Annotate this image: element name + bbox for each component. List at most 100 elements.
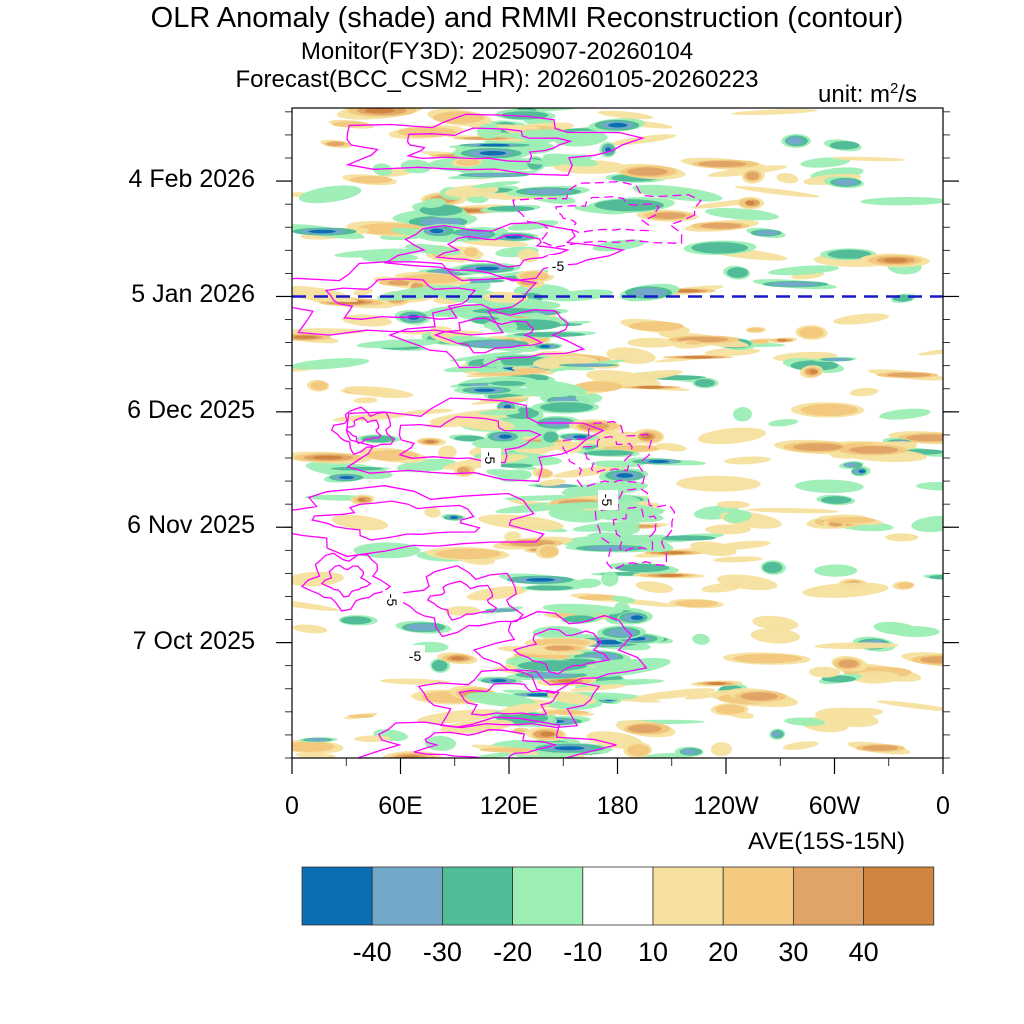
olr-anomaly-core bbox=[331, 121, 368, 128]
olr-anomaly-core bbox=[361, 435, 396, 443]
olr-anomaly-blob bbox=[606, 347, 656, 364]
olr-anomaly-core bbox=[536, 469, 553, 478]
olr-anomaly-blob bbox=[292, 358, 370, 370]
contour-label: -5 bbox=[383, 590, 403, 610]
olr-anomaly-core bbox=[786, 137, 803, 145]
rmmi-contour-line bbox=[330, 406, 395, 456]
contour-label-text: -5 bbox=[482, 452, 498, 465]
olr-anomaly-core bbox=[420, 217, 463, 227]
rmmi-contour-line bbox=[346, 397, 605, 482]
olr-anomaly-core bbox=[770, 281, 818, 287]
colorbar-swatch bbox=[793, 866, 865, 926]
y-tick-label: 5 Jan 2026 bbox=[131, 280, 255, 309]
contour-label-text: -5 bbox=[599, 494, 615, 507]
olr-anomaly-core bbox=[519, 271, 550, 281]
olr-anomaly-blob bbox=[497, 469, 533, 483]
olr-anomaly-core bbox=[563, 615, 596, 623]
colorbar-swatch bbox=[863, 866, 935, 926]
rmmi-contour-line bbox=[324, 278, 477, 320]
unit-suffix: /s bbox=[898, 81, 918, 108]
olr-anomaly-blob bbox=[601, 571, 619, 587]
olr-anomaly-core bbox=[700, 222, 743, 229]
olr-anomaly-blob bbox=[332, 413, 408, 422]
olr-anomaly-core bbox=[906, 434, 943, 442]
contour-label-text: -5 bbox=[384, 594, 400, 607]
olr-anomaly-core bbox=[755, 230, 779, 236]
x-average-note: AVE(15S-15N) bbox=[748, 828, 905, 855]
olr-anomaly-blob bbox=[421, 198, 446, 209]
olr-anomaly-blob bbox=[876, 700, 943, 712]
olr-anomaly-core bbox=[308, 229, 337, 234]
rmmi-contour-line bbox=[594, 487, 676, 571]
olr-anomaly-core bbox=[545, 645, 575, 651]
olr-anomaly-shading bbox=[292, 108, 943, 758]
olr-anomaly-core bbox=[487, 206, 535, 212]
olr-anomaly-blob bbox=[500, 703, 544, 715]
olr-anomaly-blob bbox=[814, 564, 858, 577]
olr-anomaly-core bbox=[504, 235, 523, 239]
rmmi-contour-line bbox=[555, 195, 661, 234]
olr-anomaly-blob bbox=[591, 460, 644, 468]
olr-anomaly-core bbox=[490, 380, 526, 386]
olr-anomaly-core bbox=[496, 463, 534, 468]
colorbar-swatch bbox=[582, 866, 654, 926]
olr-anomaly-core bbox=[762, 562, 783, 574]
contour-label: -5 bbox=[481, 448, 501, 468]
olr-anomaly-core bbox=[554, 746, 585, 751]
olr-anomaly-core bbox=[455, 158, 480, 166]
olr-anomaly-blob bbox=[547, 691, 596, 705]
olr-anomaly-blob bbox=[575, 578, 602, 589]
olr-anomaly-core bbox=[340, 616, 372, 625]
y-tick-label: 6 Nov 2025 bbox=[127, 511, 255, 540]
olr-anomaly-core bbox=[593, 640, 624, 645]
olr-anomaly-core bbox=[627, 167, 668, 176]
olr-anomaly-blob bbox=[400, 159, 432, 174]
olr-anomaly-blob bbox=[292, 624, 328, 634]
olr-anomaly-blob bbox=[586, 731, 643, 749]
olr-anomaly-core bbox=[326, 141, 345, 146]
rmmi-contour-line bbox=[612, 506, 658, 553]
olr-anomaly-blob bbox=[592, 239, 646, 252]
olr-anomaly-core bbox=[896, 582, 914, 589]
olr-anomaly-blob bbox=[831, 156, 906, 162]
olr-anomaly-blob bbox=[353, 397, 378, 404]
olr-anomaly-blob bbox=[597, 110, 653, 120]
olr-anomaly-blob bbox=[521, 379, 587, 396]
olr-anomaly-blob bbox=[295, 752, 336, 758]
olr-anomaly-core bbox=[479, 398, 528, 402]
olr-anomaly-blob bbox=[583, 658, 671, 678]
olr-anomaly-blob bbox=[507, 220, 559, 231]
olr-anomaly-blob bbox=[814, 642, 900, 650]
olr-anomaly-blob bbox=[561, 481, 648, 497]
olr-anomaly-core bbox=[809, 369, 818, 374]
colorbar-level-label: -30 bbox=[422, 937, 462, 967]
contour-label-box bbox=[383, 590, 403, 610]
olr-anomaly-blob bbox=[372, 163, 393, 176]
olr-anomaly-blob bbox=[713, 556, 763, 563]
olr-anomaly-core bbox=[648, 460, 670, 463]
olr-anomaly-blob bbox=[461, 239, 529, 247]
rmmi-contour-line bbox=[582, 435, 633, 474]
olr-anomaly-blob bbox=[424, 735, 456, 751]
olr-anomaly-core bbox=[628, 724, 662, 733]
olr-anomaly-blob bbox=[705, 207, 779, 221]
rmmi-contour-line bbox=[472, 610, 648, 694]
olr-anomaly-core bbox=[572, 435, 587, 439]
rmmi-contour-line bbox=[311, 500, 481, 541]
olr-anomaly-blob bbox=[424, 507, 441, 518]
olr-anomaly-blob bbox=[676, 475, 761, 492]
olr-anomaly-core bbox=[793, 443, 843, 451]
contour-label-box bbox=[405, 645, 425, 665]
olr-anomaly-blob bbox=[611, 595, 636, 604]
olr-anomaly-blob bbox=[592, 659, 633, 668]
olr-anomaly-core bbox=[680, 748, 698, 755]
olr-anomaly-core bbox=[468, 173, 519, 177]
colorbar-level-label: -20 bbox=[493, 937, 533, 967]
olr-anomaly-blob bbox=[776, 172, 799, 184]
olr-anomaly-blob bbox=[548, 508, 602, 523]
olr-anomaly-blob bbox=[539, 479, 566, 487]
olr-anomaly-blob bbox=[586, 508, 664, 523]
olr-anomaly-core bbox=[513, 332, 586, 337]
rmmi-contour-line bbox=[292, 485, 545, 558]
rmmi-contour-line bbox=[417, 669, 601, 729]
